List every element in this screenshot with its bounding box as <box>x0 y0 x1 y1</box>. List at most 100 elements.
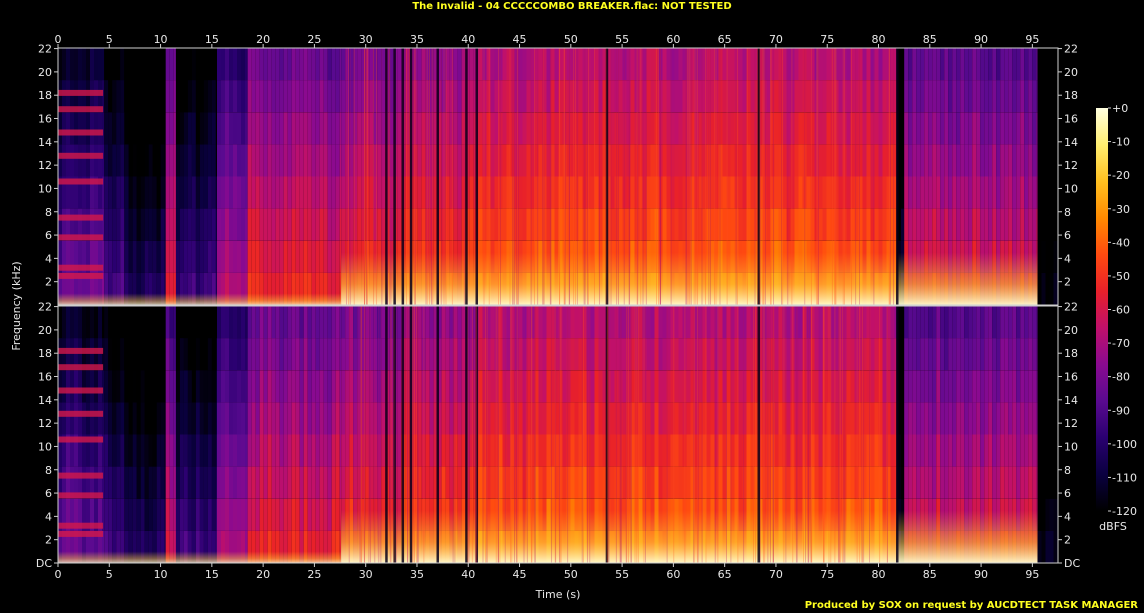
spectrogram-cell <box>838 80 843 113</box>
spectrogram-cell <box>658 466 663 499</box>
spectrogram-cell <box>1036 370 1038 403</box>
spectrogram-cell <box>610 80 615 113</box>
spectrogram-cell <box>722 306 727 339</box>
spectrogram-cell <box>221 112 225 145</box>
spectrogram-cell <box>311 208 316 241</box>
dark-column <box>757 306 760 563</box>
spectrogram-cell <box>510 48 515 81</box>
spectrogram-cell <box>758 80 763 113</box>
spectrogram-cell <box>606 306 611 339</box>
spectrogram-cell <box>225 48 229 81</box>
spectrogram-cell <box>275 370 280 403</box>
spectrogram-cell <box>457 208 462 241</box>
spectrogram-cell <box>156 176 161 209</box>
spectrogram-cell <box>578 144 583 177</box>
spectrogram-cell <box>66 144 70 177</box>
spectrogram-cell <box>453 402 458 435</box>
spectrogram-cell <box>207 466 212 499</box>
spectrogram-cell <box>510 338 515 371</box>
spectrogram-cell <box>128 240 133 273</box>
spectrogram-cell <box>714 402 719 435</box>
spectrogram-cell <box>199 176 204 209</box>
spectrogram-cell <box>94 402 98 435</box>
spectrogram-cell <box>810 144 815 177</box>
spectrogram-cell <box>626 48 631 81</box>
spectrogram-cell <box>183 370 188 403</box>
spectrogram-cell <box>602 402 607 435</box>
spectrogram-cell <box>335 338 340 371</box>
spectrogram-cell <box>207 306 212 339</box>
spectrogram-cell <box>790 402 795 435</box>
spectrogram-cell <box>494 338 499 371</box>
spectrogram-cell <box>738 48 743 81</box>
spectrogram-cell <box>638 338 643 371</box>
spectrogram-cell <box>263 80 268 113</box>
spectrogram-cell <box>421 176 426 209</box>
spectrogram-cell <box>554 402 559 435</box>
spectrogram-cell <box>774 80 779 113</box>
spectrogram-cell <box>203 498 208 531</box>
spectrogram-cell <box>195 306 200 339</box>
spectrogram-cell <box>369 208 374 241</box>
spectrogram-cell <box>211 434 216 467</box>
spectrogram-cell <box>514 176 519 209</box>
spectrogram-cell <box>834 80 839 113</box>
spectrogram-cell <box>654 112 659 145</box>
spectrogram-cell <box>295 306 300 339</box>
spectrogram-cell <box>746 144 751 177</box>
spectrogram-cell <box>259 338 264 371</box>
spectrogram-cell <box>365 370 370 403</box>
spectrogram-cell <box>86 370 90 403</box>
spectrogram-cell <box>361 370 366 403</box>
spectrogram-cell <box>738 434 743 467</box>
spectrogram-cell <box>136 80 141 113</box>
spectrogram-cell <box>1004 370 1009 403</box>
x-tick-label: 95 <box>1025 568 1039 581</box>
spectrogram-cell <box>307 306 312 339</box>
spectrogram-cell <box>1004 176 1009 209</box>
spectrogram-cell <box>323 144 328 177</box>
spectrogram-cell <box>417 370 422 403</box>
spectrogram-cell <box>144 144 149 177</box>
spectrogram-cell <box>558 402 563 435</box>
spectrogram-cell <box>518 48 523 81</box>
spectrogram-cell <box>702 176 707 209</box>
spectrogram-cell <box>862 176 867 209</box>
spectrogram-cell <box>916 338 921 371</box>
spectrogram-cell <box>992 466 997 499</box>
spectrogram-cell <box>550 306 555 339</box>
spectrogram-cell <box>255 48 260 81</box>
spectrogram-cell <box>854 434 859 467</box>
spectrogram-cell <box>275 338 280 371</box>
spectrogram-cell <box>58 144 62 177</box>
x-tick-label: 60 <box>666 568 680 581</box>
spectrogram-cell <box>1032 176 1037 209</box>
spectrogram-cell <box>295 112 300 145</box>
spectrogram-cell <box>690 466 695 499</box>
spectrogram-cell <box>287 208 292 241</box>
spectrogram-cell <box>247 530 252 563</box>
spectrogram-cell <box>662 434 667 467</box>
spectrogram-cell <box>630 208 635 241</box>
spectrogram-cell <box>924 402 929 435</box>
spectrogram-cell <box>311 530 316 563</box>
spectrogram-cell <box>397 208 402 241</box>
spectrogram-cell <box>506 338 511 371</box>
spectrogram-cell <box>128 208 133 241</box>
spectrogram-cell <box>916 434 921 467</box>
spectrogram-cell <box>78 338 82 371</box>
spectrogram-cell <box>323 48 328 81</box>
spectrogram-cell <box>361 144 366 177</box>
spectrogram-cell <box>104 48 109 81</box>
spectrogram-cell <box>199 208 204 241</box>
spectrogram-cell <box>586 402 591 435</box>
spectrogram-cell <box>502 466 507 499</box>
spectrogram-cell <box>341 144 346 177</box>
spectrogram-cell <box>207 80 212 113</box>
spectrogram-cell <box>882 80 887 113</box>
spectrogram-cell <box>972 306 977 339</box>
spectrogram-cell <box>267 144 272 177</box>
spectrogram-cell <box>522 306 527 339</box>
spectrogram-cell <box>650 306 655 339</box>
spectrogram-cell <box>175 272 180 305</box>
